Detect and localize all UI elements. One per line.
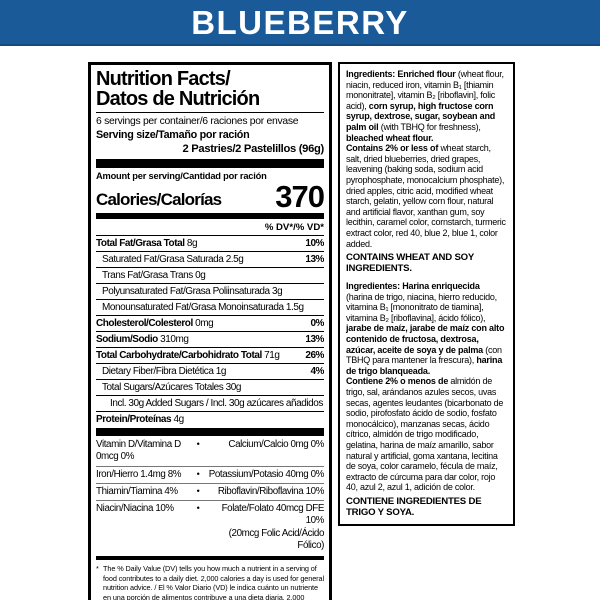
nutrient-label: Total Sugars/Azúcares Totales 30g [102, 381, 241, 393]
footnote: * The % Daily Value (DV) tells you how m… [96, 563, 324, 600]
vitamin-row: Iron/Hierro 1.4mg 8% • Potassium/Potasio 4… [96, 465, 324, 483]
vitamin-right: Potassium/Potasio 40mg 0% [208, 468, 324, 480]
nutrient-label: Dietary Fiber/Fibra Dietética 1g [102, 365, 226, 377]
vitamin-left: Thiamin/Tiamina 4% [96, 485, 178, 497]
calories-value: 370 [275, 178, 325, 214]
daily-value-percent: 10% [305, 237, 324, 249]
ingredients-content: Ingredients: Enriched flour (wheat flour… [346, 69, 508, 518]
vitamin-right: Riboflavin/Riboflavina 10% [217, 485, 324, 497]
footnote-text: The % Daily Value (DV) tells you how muc… [103, 564, 324, 600]
calories-row: Calories/Calorías 370 [96, 178, 325, 214]
daily-value-percent: 13% [305, 333, 324, 345]
nutrient-row: Incl. 30g Added Sugars / Incl. 30g azúca… [96, 395, 324, 411]
servings-per-container: 6 servings per container/6 raciones por … [96, 115, 299, 127]
nutrient-label: Trans Fat/Grasa Trans 0g [102, 269, 206, 281]
daily-value-percent: 4% [310, 365, 324, 377]
nutrient-label: Monounsaturated Fat/Grasa Monoinsaturada… [102, 301, 304, 313]
calories-label: Calories/Calorías [96, 189, 222, 209]
nutrient-row: Polyunsaturated Fat/Grasa Poliinsaturada… [96, 283, 324, 299]
nutrition-facts-title-en: Nutrition Facts/ [96, 68, 231, 90]
nutrient-row: Dietary Fiber/Fibra Dietética 1g 4% [96, 363, 324, 379]
thick-divider-bar [96, 159, 324, 169]
nutrient-label: Protein/Proteínas 4g [96, 413, 184, 425]
nutrient-label: Incl. 30g Added Sugars / Incl. 30g azúca… [110, 397, 323, 409]
nutrient-row: Total Sugars/Azúcares Totales 30g [96, 379, 324, 395]
nutrient-label: Total Carbohydrate/Carbohidrato Total 71… [96, 349, 280, 361]
nutrient-label: Polyunsaturated Fat/Grasa Poliinsaturada… [102, 285, 283, 297]
nutrient-label: Sodium/Sodio 310mg [96, 333, 189, 345]
vitamin-rows: Vitamin D/Vitamina D 0mcg 0% • Calcium/Cal… [96, 437, 324, 554]
vitamin-row: Niacin/Niacina 10% • Folate/Folato 40mcg D… [96, 500, 324, 554]
daily-value-header: % DV*/% VD* [96, 221, 324, 237]
ingredients-english: Ingredients: Enriched flour (wheat flour… [346, 69, 504, 143]
vitamin-row: Vitamin D/Vitamina D 0mcg 0% • Calcium/Cal… [96, 437, 324, 465]
ingredients-spanish: Ingredientes: Harina enriquecida (harina… [346, 281, 505, 376]
nutrition-facts-panel: Nutrition Facts/ Datos de Nutrición 6 se… [88, 62, 332, 600]
nutrition-facts-title-es: Datos de Nutrición [96, 88, 260, 111]
vitamin-left: Vitamin D/Vitamina D 0mcg 0% [96, 439, 181, 463]
protein-divider-bar [96, 428, 324, 437]
nutrient-row: Trans Fat/Grasa Trans 0g [96, 267, 324, 283]
bullet-separator: • [196, 468, 200, 479]
nutrient-label: Cholesterol/Colesterol 0mg [96, 317, 214, 329]
contains-2-percent-english: Contains 2% or less of wheat starch, sal… [346, 143, 506, 249]
serving-size-value: 2 Pastries/2 Pastelillos (96g) [182, 142, 325, 155]
vitamin-right-line2: (20mcg Folic Acid/Ácido Fólico) [228, 527, 324, 551]
daily-value-percent: 0% [310, 317, 324, 329]
vitamin-left: Iron/Hierro 1.4mg 8% [96, 468, 182, 480]
vitamin-right: Calcium/Calcio 0mg 0% [228, 439, 324, 451]
bullet-separator: • [196, 439, 200, 450]
allergen-statement-spanish: CONTIENE INGREDIENTES DE TRIGO Y SOYA. [346, 495, 482, 518]
flavor-title: BLUEBERRY [191, 3, 409, 41]
vitamin-right: Folate/Folato 40mcg DFE 10% (20mcg Folic … [204, 503, 324, 552]
nutrient-row: Protein/Proteínas 4g [96, 411, 324, 427]
nutrient-row: Cholesterol/Colesterol 0mg 0% [96, 315, 324, 331]
footnote-marker: * [96, 564, 99, 574]
nutrient-rows: Total Fat/Grasa Total 8g 10% Saturated Fat… [96, 236, 324, 427]
calories-divider-bar [96, 212, 324, 219]
nutrition-facts-title: Nutrition Facts/ Datos de Nutrición [96, 69, 324, 110]
footnote-divider-bar [96, 556, 324, 561]
flavor-banner: BLUEBERRY [0, 0, 600, 46]
nutrient-row: Monounsaturated Fat/Grasa Monoinsaturada… [96, 299, 324, 315]
nutrient-label: Total Fat/Grasa Total 8g [96, 237, 198, 249]
title-rule [96, 111, 324, 113]
nutrient-row: Sodium/Sodio 310mg 13% [96, 331, 324, 347]
nutrient-row: Total Carbohydrate/Carbohidrato Total 71… [96, 347, 324, 363]
daily-value-percent: 13% [305, 253, 324, 265]
amount-per-serving-label: Amount per serving/Cantidad por ración [96, 171, 267, 182]
nutrient-row: Total Fat/Grasa Total 8g 10% [96, 236, 324, 251]
nutrient-label: Saturated Fat/Grasa Saturada 2.5g [102, 253, 244, 265]
ingredients-panel: Ingredients: Enriched flour (wheat flour… [338, 62, 515, 526]
daily-value-percent: 26% [305, 349, 324, 361]
label-content: Nutrition Facts/ Datos de Nutrición 6 se… [88, 62, 600, 600]
contains-2-percent-spanish: Contiene 2% o menos de almidón de trigo,… [346, 376, 504, 493]
bullet-separator: • [196, 503, 200, 514]
vitamin-row: Thiamin/Tiamina 4% • Riboflavin/Riboflavin… [96, 482, 324, 500]
nutrient-row: Saturated Fat/Grasa Saturada 2.5g 13% [96, 251, 324, 267]
allergen-statement-english: CONTAINS WHEAT AND SOY INGREDIENTS. [346, 252, 474, 275]
vitamin-left: Niacin/Niacina 10% [96, 503, 174, 515]
serving-size-label: Serving size/Tamaño por ración [96, 128, 250, 141]
bullet-separator: • [196, 485, 200, 496]
